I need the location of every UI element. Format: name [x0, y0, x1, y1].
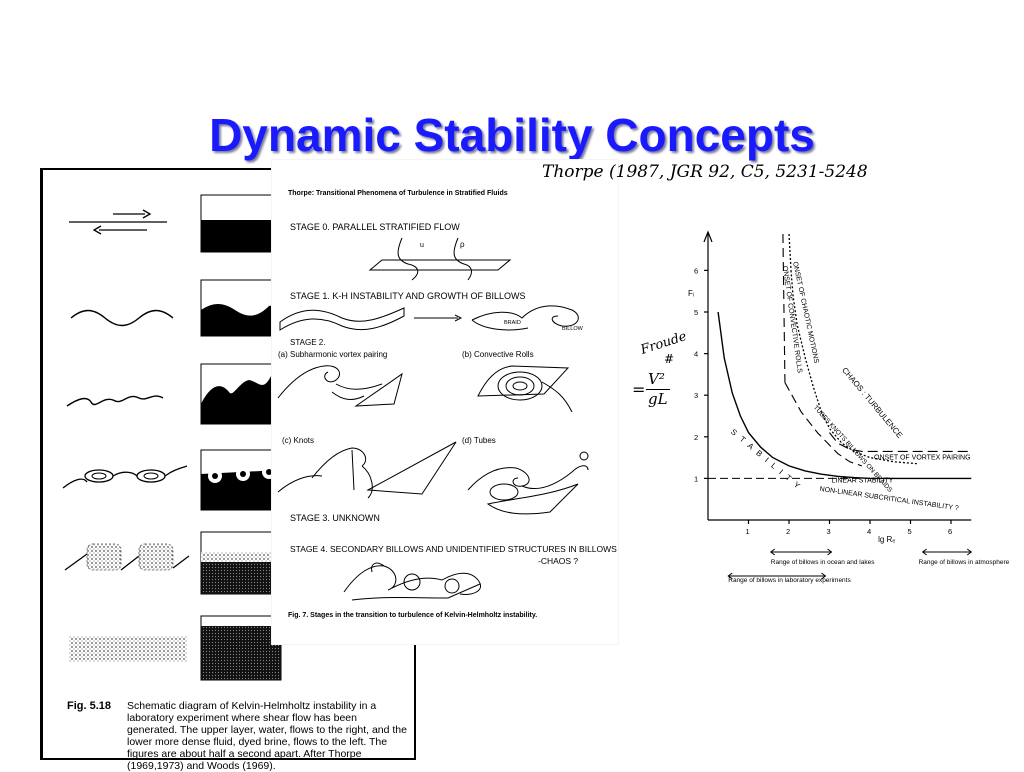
- y-axis-label: Fᵢ: [688, 289, 694, 298]
- y-axis-arrow: [703, 230, 713, 243]
- handwritten-citation: Thorpe (1987, JGR 92, C5, 5231-5248: [542, 162, 868, 182]
- x-tick-label: 1: [746, 527, 750, 536]
- y-tick-label: 2: [694, 433, 698, 442]
- sketch-row-1: [69, 194, 282, 253]
- stage-sketches: [277, 237, 589, 601]
- stage-2d-label: (d) Tubes: [462, 436, 496, 445]
- stage-2b-label: (b) Convective Rolls: [462, 350, 534, 359]
- stage-0-u: u: [420, 242, 424, 249]
- series-line: [790, 270, 919, 465]
- y-tick-label: 6: [694, 266, 698, 275]
- x-tick-label: 5: [908, 527, 912, 536]
- series-line-extension: [788, 233, 792, 271]
- froude-eq-den: gL: [648, 390, 668, 408]
- stability-regime-chart: 1 2 3 4 5 6 1 2 3 4 5 6 Fᵢ lg Rₑ CHAOS : TURBULENCE ONS…: [688, 230, 1010, 584]
- sketch-row-2: [70, 279, 282, 337]
- y-tick-label: 1: [694, 474, 698, 483]
- stage-2c-label: (c) Knots: [282, 436, 315, 445]
- atmosphere-range-label: Range of billows in atmosphere: [919, 559, 1010, 566]
- paper-fig-caption: Fig. 7. Stages in the transition to turb…: [288, 612, 538, 619]
- slide-title: Dynamic Stability Concepts: [209, 109, 815, 161]
- sketch-row-3: [66, 363, 282, 425]
- x-tick-label: 3: [827, 527, 831, 536]
- sketch-row-6: [69, 615, 282, 681]
- stage-0-rho: ρ: [460, 240, 465, 249]
- series-line-extension: [782, 233, 786, 383]
- froude-eq-lhs: =: [632, 380, 646, 399]
- series-line: [717, 311, 972, 480]
- sketch-row-5: [64, 531, 282, 595]
- stage-0-label: STAGE 0. PARALLEL STRATIFIED FLOW: [290, 222, 460, 232]
- x-tick-label: 4: [867, 527, 871, 536]
- figure-label: Fig. 5.18: [67, 700, 112, 712]
- lab-range-label: Range of billows in laboratory experimen…: [728, 577, 851, 584]
- paper-header: Thorpe: Transitional Phenomena of Turbul…: [288, 190, 508, 197]
- thorpe-stages-figure: Thorpe: Transitional Phenomena of Turbul…: [272, 160, 618, 644]
- vortex-pairing-label: ONSET OF VORTEX PAIRING: [874, 455, 970, 462]
- x-axis-label: lg Rₑ: [878, 535, 895, 544]
- figure-caption: Schematic diagram of Kelvin-Helmholtz in…: [127, 700, 407, 772]
- stage-2-label: STAGE 2.: [290, 338, 326, 347]
- x-tick-label: 2: [786, 527, 790, 536]
- stage-4-label: STAGE 4. SECONDARY BILLOWS AND UNIDENTIF…: [290, 544, 617, 554]
- braid-label: BRAID: [504, 320, 521, 326]
- sketch-row-4: [62, 449, 282, 511]
- ocean-range-arrowheads: [769, 548, 833, 556]
- linear-stability-label: LINEAR STABILITY: [832, 478, 894, 485]
- atmosphere-range-arrowheads: [921, 548, 973, 556]
- billow-label: BILLOW: [562, 326, 583, 332]
- froude-eq-num: V²: [648, 370, 665, 388]
- stage-3-label: STAGE 3. UNKNOWN: [290, 513, 380, 523]
- y-tick-label: 3: [694, 391, 698, 400]
- y-tick-label: 4: [694, 350, 698, 359]
- series-line: [829, 432, 972, 452]
- froude-eq-bar: [646, 389, 670, 390]
- froude-note-line2: #: [664, 352, 675, 366]
- x-tick-label: 6: [948, 527, 952, 536]
- series-line: [784, 382, 863, 467]
- ocean-range-label: Range of billows in ocean and lakes: [771, 559, 875, 566]
- stage-2a-label: (a) Subharmonic vortex pairing: [278, 350, 388, 359]
- chaos-label: CHAOS : TURBULENCE: [840, 366, 904, 440]
- lab-range-arrowheads: [727, 572, 827, 580]
- y-tick-label: 5: [694, 308, 698, 317]
- stage-4-chaos: -CHAOS ?: [538, 556, 579, 566]
- stage-1-label: STAGE 1. K-H INSTABILITY AND GROWTH OF B…: [290, 291, 526, 301]
- stability-label: STABILITY: [729, 427, 806, 494]
- kh-instability-sketches: [62, 194, 282, 681]
